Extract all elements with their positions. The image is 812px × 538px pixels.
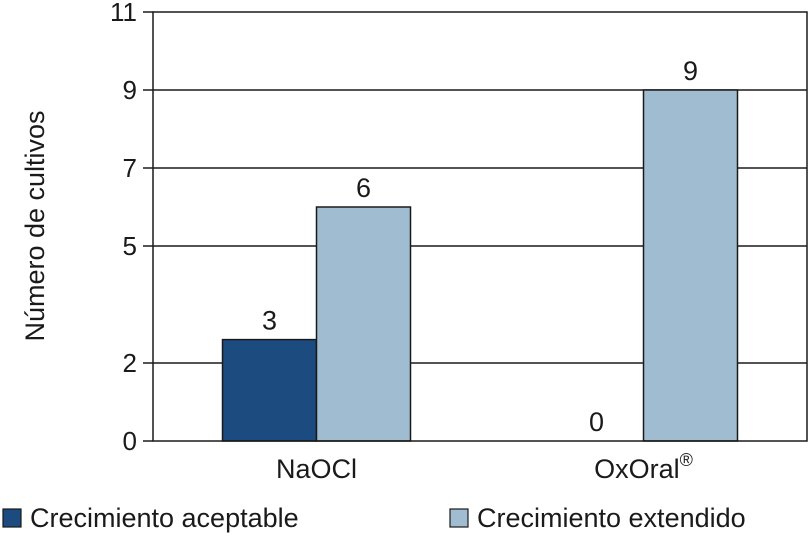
legend-label: Crecimiento extendido bbox=[477, 503, 746, 533]
data-labels: 3 6 0 9 bbox=[262, 56, 698, 437]
legend: Crecimiento aceptable Crecimiento extendi… bbox=[2, 503, 746, 533]
y-tick-label: 9 bbox=[123, 75, 137, 105]
data-label: 3 bbox=[262, 306, 277, 336]
legend-item: Crecimiento aceptable bbox=[2, 503, 299, 533]
y-tick-label: 11 bbox=[110, 0, 137, 27]
legend-swatch bbox=[449, 508, 469, 528]
y-axis-ticks: 0 2 5 7 9 11 bbox=[110, 0, 153, 456]
legend-swatch bbox=[2, 508, 22, 528]
data-label: 9 bbox=[683, 56, 698, 86]
y-tick-label: 5 bbox=[123, 231, 137, 261]
x-category-label: NaOCl bbox=[276, 454, 357, 484]
bars bbox=[221, 89, 739, 442]
legend-label: Crecimiento aceptable bbox=[30, 503, 299, 533]
y-axis-title: Número de cultivos bbox=[20, 110, 50, 341]
plot-border bbox=[152, 11, 808, 442]
legend-item: Crecimiento extendido bbox=[449, 503, 746, 533]
bar-naocl-2 bbox=[315, 206, 412, 442]
y-tick-label: 0 bbox=[123, 426, 137, 456]
bar-naocl-1 bbox=[221, 338, 318, 442]
y-tick-label: 7 bbox=[123, 153, 137, 183]
x-axis-categories: NaOCl OxOral® bbox=[276, 450, 693, 484]
data-label: 0 bbox=[589, 407, 604, 437]
x-category-label: OxOral® bbox=[594, 450, 693, 484]
data-label: 6 bbox=[356, 173, 371, 203]
y-tick-label: 2 bbox=[123, 348, 137, 378]
bar-oxoral-2 bbox=[642, 89, 739, 442]
plot-frame bbox=[152, 11, 808, 442]
